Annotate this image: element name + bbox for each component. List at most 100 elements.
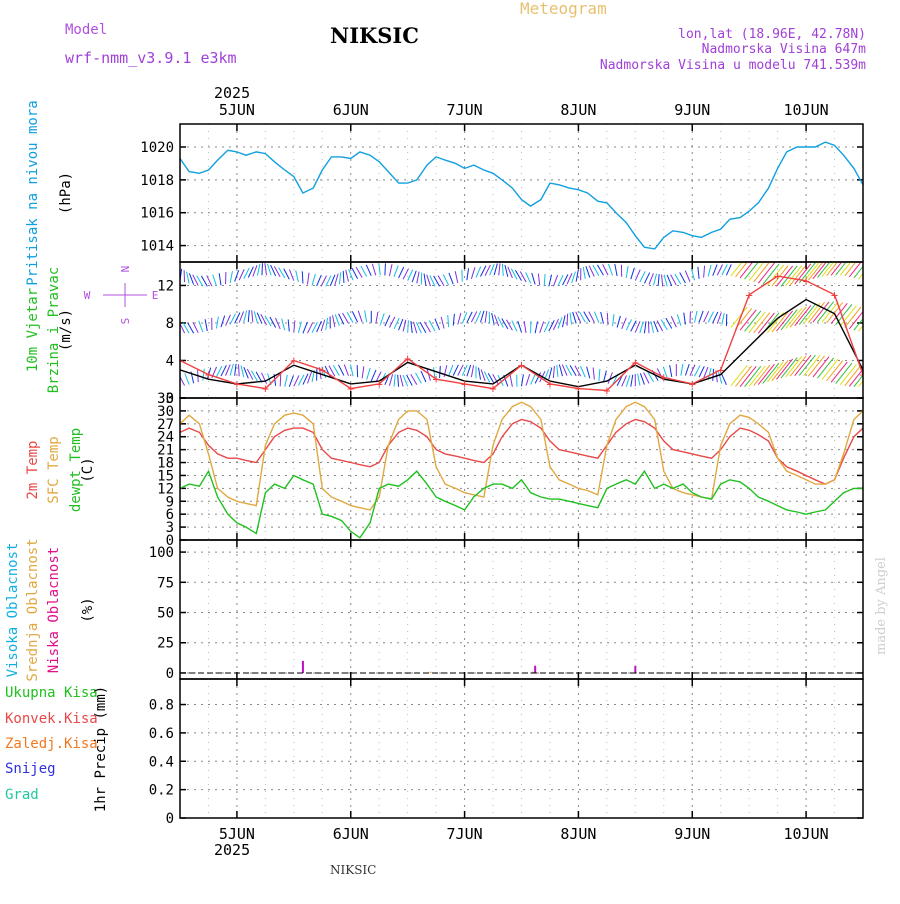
wind-barb xyxy=(205,319,207,331)
wind-barb xyxy=(389,264,392,276)
wind-barb xyxy=(644,273,649,284)
wind-barb xyxy=(226,315,231,326)
wind-barb xyxy=(471,365,473,377)
wind-barb xyxy=(462,312,467,323)
wind-barb xyxy=(626,319,631,330)
wind-barb xyxy=(385,315,390,326)
wind-barb xyxy=(252,310,253,322)
wind-barb xyxy=(449,273,453,284)
wind-barb xyxy=(708,265,711,277)
wind-barb xyxy=(510,375,512,387)
wind-barb xyxy=(366,265,371,276)
wind-barb xyxy=(424,274,426,286)
day-label-bottom: 10JUN xyxy=(784,825,829,843)
wind-barb xyxy=(726,264,731,275)
wind-barb xyxy=(358,311,362,322)
compass-west: W xyxy=(84,289,91,302)
wind-barb xyxy=(285,375,288,387)
station-title: NIKSIC xyxy=(330,23,419,48)
wind-barb xyxy=(429,320,435,331)
wind-barb xyxy=(289,269,293,280)
wind-barb xyxy=(681,364,683,376)
day-label-bottom: 6JUN xyxy=(333,825,369,843)
wind-barb xyxy=(289,375,293,386)
day-label-top: 7JUN xyxy=(447,101,483,119)
wind-barb xyxy=(187,272,190,284)
wind-barb xyxy=(399,267,404,278)
wind-barb xyxy=(213,274,217,285)
wind-barb xyxy=(722,264,727,275)
y-tick-label: 0.8 xyxy=(149,698,174,714)
wind-barb xyxy=(407,375,413,386)
day-label-top: 10JUN xyxy=(784,101,829,119)
gust-point: + xyxy=(433,372,440,386)
wind-barb xyxy=(601,312,604,324)
gust-point: + xyxy=(831,288,838,302)
y-tick-label: 1018 xyxy=(140,173,174,189)
wind-barb xyxy=(408,270,413,281)
wind-barb xyxy=(691,269,694,281)
wind-barb xyxy=(695,311,698,323)
y-tick-label: 1014 xyxy=(140,239,174,255)
y-tick-label: 100 xyxy=(149,545,174,561)
wind-barb xyxy=(557,365,558,377)
day-label-bottom: 9JUN xyxy=(674,825,710,843)
wind-barb xyxy=(589,312,595,323)
bar xyxy=(534,666,536,673)
wind-barb xyxy=(453,365,458,376)
wind-barb xyxy=(680,272,686,283)
gust-point: + xyxy=(404,352,411,366)
series-group-wind: +++++++++++++++++++++++++ xyxy=(174,255,875,398)
wind-barb xyxy=(675,274,681,284)
panel-label: Srednja Oblacnost xyxy=(25,538,41,681)
wind-barb xyxy=(544,274,545,286)
wind-barb xyxy=(670,365,672,377)
wind-barb xyxy=(413,322,416,334)
wind-barb xyxy=(403,375,408,386)
wind-barb xyxy=(576,270,578,282)
wind-barb xyxy=(649,273,653,284)
day-label-bottom: 8JUN xyxy=(560,825,596,843)
wind-barb xyxy=(326,318,328,330)
y-axis-label: (C) xyxy=(80,457,96,482)
wind-barb xyxy=(626,375,630,386)
wind-barb xyxy=(704,266,705,278)
wind-barb xyxy=(339,272,340,284)
wind-barb xyxy=(562,315,565,327)
series-line xyxy=(180,471,863,538)
wind-barb xyxy=(230,364,233,376)
gust-point: + xyxy=(489,382,496,396)
y-tick-label: 75 xyxy=(157,575,174,591)
y-tick-label: 0.2 xyxy=(149,783,174,799)
wind-barb xyxy=(638,374,640,386)
wind-barb xyxy=(365,310,367,322)
compass-north: N xyxy=(119,266,132,273)
wind-barb xyxy=(417,272,419,284)
series-group-pressure xyxy=(180,142,863,249)
legend-label: Snijeg xyxy=(5,761,56,777)
wind-barb xyxy=(531,374,536,385)
wind-barb xyxy=(424,322,430,332)
wind-barb xyxy=(786,357,802,377)
model-name: wrf-nmm_v3.9.1 e3km xyxy=(65,49,237,67)
wind-barb xyxy=(795,305,811,325)
panel-label: 10m Vjetar xyxy=(25,288,41,372)
compass-east: E xyxy=(152,289,159,302)
wind-barb xyxy=(526,374,530,385)
wind-barb xyxy=(352,268,358,279)
wind-barb xyxy=(776,359,792,379)
wind-barb xyxy=(372,264,376,275)
wind-barb xyxy=(333,365,339,375)
panel-frame xyxy=(180,124,863,262)
wind-barb xyxy=(400,375,403,387)
wind-barb xyxy=(713,265,717,276)
wind-barb xyxy=(492,313,494,325)
day-label-bottom: 7JUN xyxy=(447,825,483,843)
wind-barb xyxy=(615,264,617,276)
wind-barb xyxy=(467,312,472,323)
series-line xyxy=(180,300,863,387)
wind-barb xyxy=(347,312,353,322)
wind-barb xyxy=(467,365,471,376)
wind-barb xyxy=(421,371,426,382)
